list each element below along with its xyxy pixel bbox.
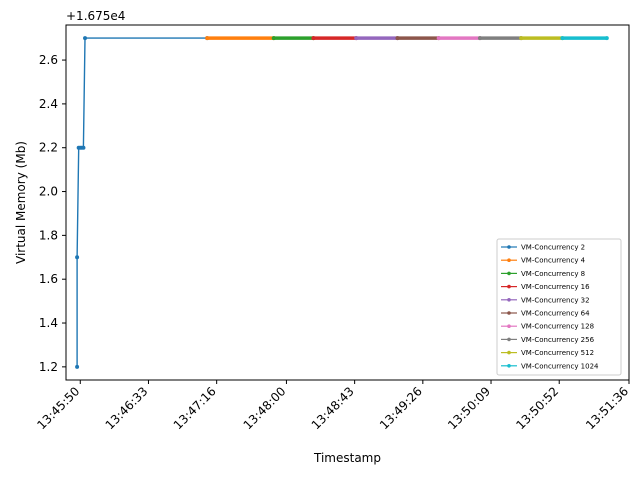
series-7	[436, 36, 482, 41]
series-6	[395, 36, 441, 41]
y-tick-label: 2.0	[39, 185, 58, 199]
legend-item: VM-Concurrency 256	[501, 336, 595, 344]
legend-label: VM-Concurrency 64	[521, 310, 590, 318]
plot-layer	[75, 36, 609, 369]
series-4	[311, 36, 359, 41]
series-5	[354, 36, 400, 41]
legend-swatch-marker	[507, 258, 511, 263]
y-axis-label: Virtual Memory (Mb)	[14, 141, 28, 264]
legend-swatch-marker	[507, 311, 511, 315]
series-3	[271, 36, 316, 41]
legend-swatch-marker	[507, 324, 511, 329]
data-point	[81, 145, 86, 150]
data-point	[604, 36, 609, 41]
series-8	[477, 36, 524, 41]
legend-box	[496, 238, 622, 376]
data-point	[75, 255, 80, 260]
legend-label: VM-Concurrency 256	[521, 336, 595, 344]
data-point	[311, 36, 316, 41]
data-point	[205, 36, 210, 41]
data-point	[75, 364, 80, 369]
legend-label: VM-Concurrency 128	[521, 323, 594, 331]
legend-label: VM-Concurrency 2	[521, 244, 585, 252]
legend-item: VM-Concurrency 2	[501, 244, 585, 252]
legend-item: VM-Concurrency 512	[501, 349, 594, 357]
data-point	[271, 36, 276, 41]
y-offset-label: +1.675e4	[66, 9, 125, 23]
y-tick-label: 1.2	[39, 360, 58, 374]
legend-label: VM-Concurrency 512	[521, 349, 594, 357]
legend-item: VM-Concurrency 64	[501, 310, 590, 318]
legend-item: VM-Concurrency 32	[501, 296, 590, 304]
series-10	[560, 36, 609, 41]
legend-item: VM-Concurrency 16	[501, 283, 590, 291]
legend-swatch-marker	[507, 245, 511, 249]
data-point	[436, 36, 441, 41]
legend-item: VM-Concurrency 4	[501, 257, 586, 265]
data-point	[477, 36, 482, 41]
legend-swatch-marker	[507, 271, 511, 276]
y-tick-label: 2.2	[39, 141, 58, 155]
legend-label: VM-Concurrency 8	[521, 270, 585, 278]
legend-label: VM-Concurrency 1024	[521, 362, 599, 370]
series-1	[75, 36, 210, 369]
y-axis-ticks: 1.2 1.4 1.6 1.8 2.0 2.2 2.4 2.6	[39, 53, 66, 374]
data-point	[354, 36, 359, 41]
legend-item: VM-Concurrency 1024	[501, 362, 599, 370]
legend-label: VM-Concurrency 32	[521, 296, 590, 304]
data-point	[83, 36, 88, 41]
y-tick-label: 1.4	[39, 316, 58, 330]
legend-swatch-marker	[507, 364, 511, 368]
data-point	[560, 36, 565, 41]
y-tick-label: 2.4	[39, 97, 58, 111]
legend: VM-Concurrency 2 VM-Concurrency 4 VM-Concu…	[496, 238, 622, 376]
legend-item: VM-Concurrency 128	[501, 323, 594, 331]
x-axis-label: Timestamp	[313, 451, 381, 465]
y-tick-label: 1.8	[39, 228, 58, 242]
legend-swatch-marker	[507, 337, 511, 342]
data-point	[519, 36, 524, 41]
legend-label: VM-Concurrency 4	[521, 257, 586, 265]
data-point	[395, 36, 400, 41]
y-tick-label: 2.6	[39, 53, 58, 67]
series-2	[205, 36, 276, 41]
y-tick-label: 1.6	[39, 272, 58, 286]
series-9	[519, 36, 565, 41]
legend-item: VM-Concurrency 8	[501, 270, 585, 278]
legend-swatch-marker	[507, 350, 511, 355]
axes-frame	[65, 24, 630, 381]
legend-label: VM-Concurrency 16	[521, 283, 590, 291]
legend-swatch-marker	[507, 298, 511, 302]
legend-swatch-marker	[507, 284, 511, 289]
